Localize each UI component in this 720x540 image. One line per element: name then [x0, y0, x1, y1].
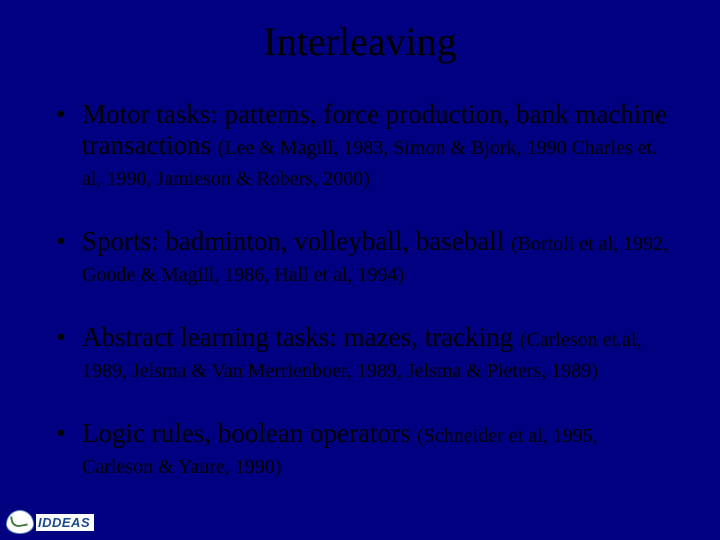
logo-text: IDDEAS	[36, 514, 94, 531]
slide-title: Interleaving	[50, 18, 670, 65]
bullet-main-text: Abstract learning tasks: mazes, tracking	[82, 322, 520, 352]
logo: IDDEAS	[6, 510, 94, 534]
list-item: Motor tasks: patterns, force production,…	[50, 99, 670, 192]
list-item: Logic rules, boolean operators (Schneide…	[50, 418, 670, 480]
bullet-main-text: Sports: badminton, volleyball, baseball	[82, 226, 511, 256]
logo-icon	[6, 510, 34, 534]
bullet-main-text: Logic rules, boolean operators	[82, 418, 417, 448]
list-item: Sports: badminton, volleyball, baseball …	[50, 226, 670, 288]
list-item: Abstract learning tasks: mazes, tracking…	[50, 322, 670, 384]
bullet-list: Motor tasks: patterns, force production,…	[50, 99, 670, 480]
slide: Interleaving Motor tasks: patterns, forc…	[0, 0, 720, 540]
